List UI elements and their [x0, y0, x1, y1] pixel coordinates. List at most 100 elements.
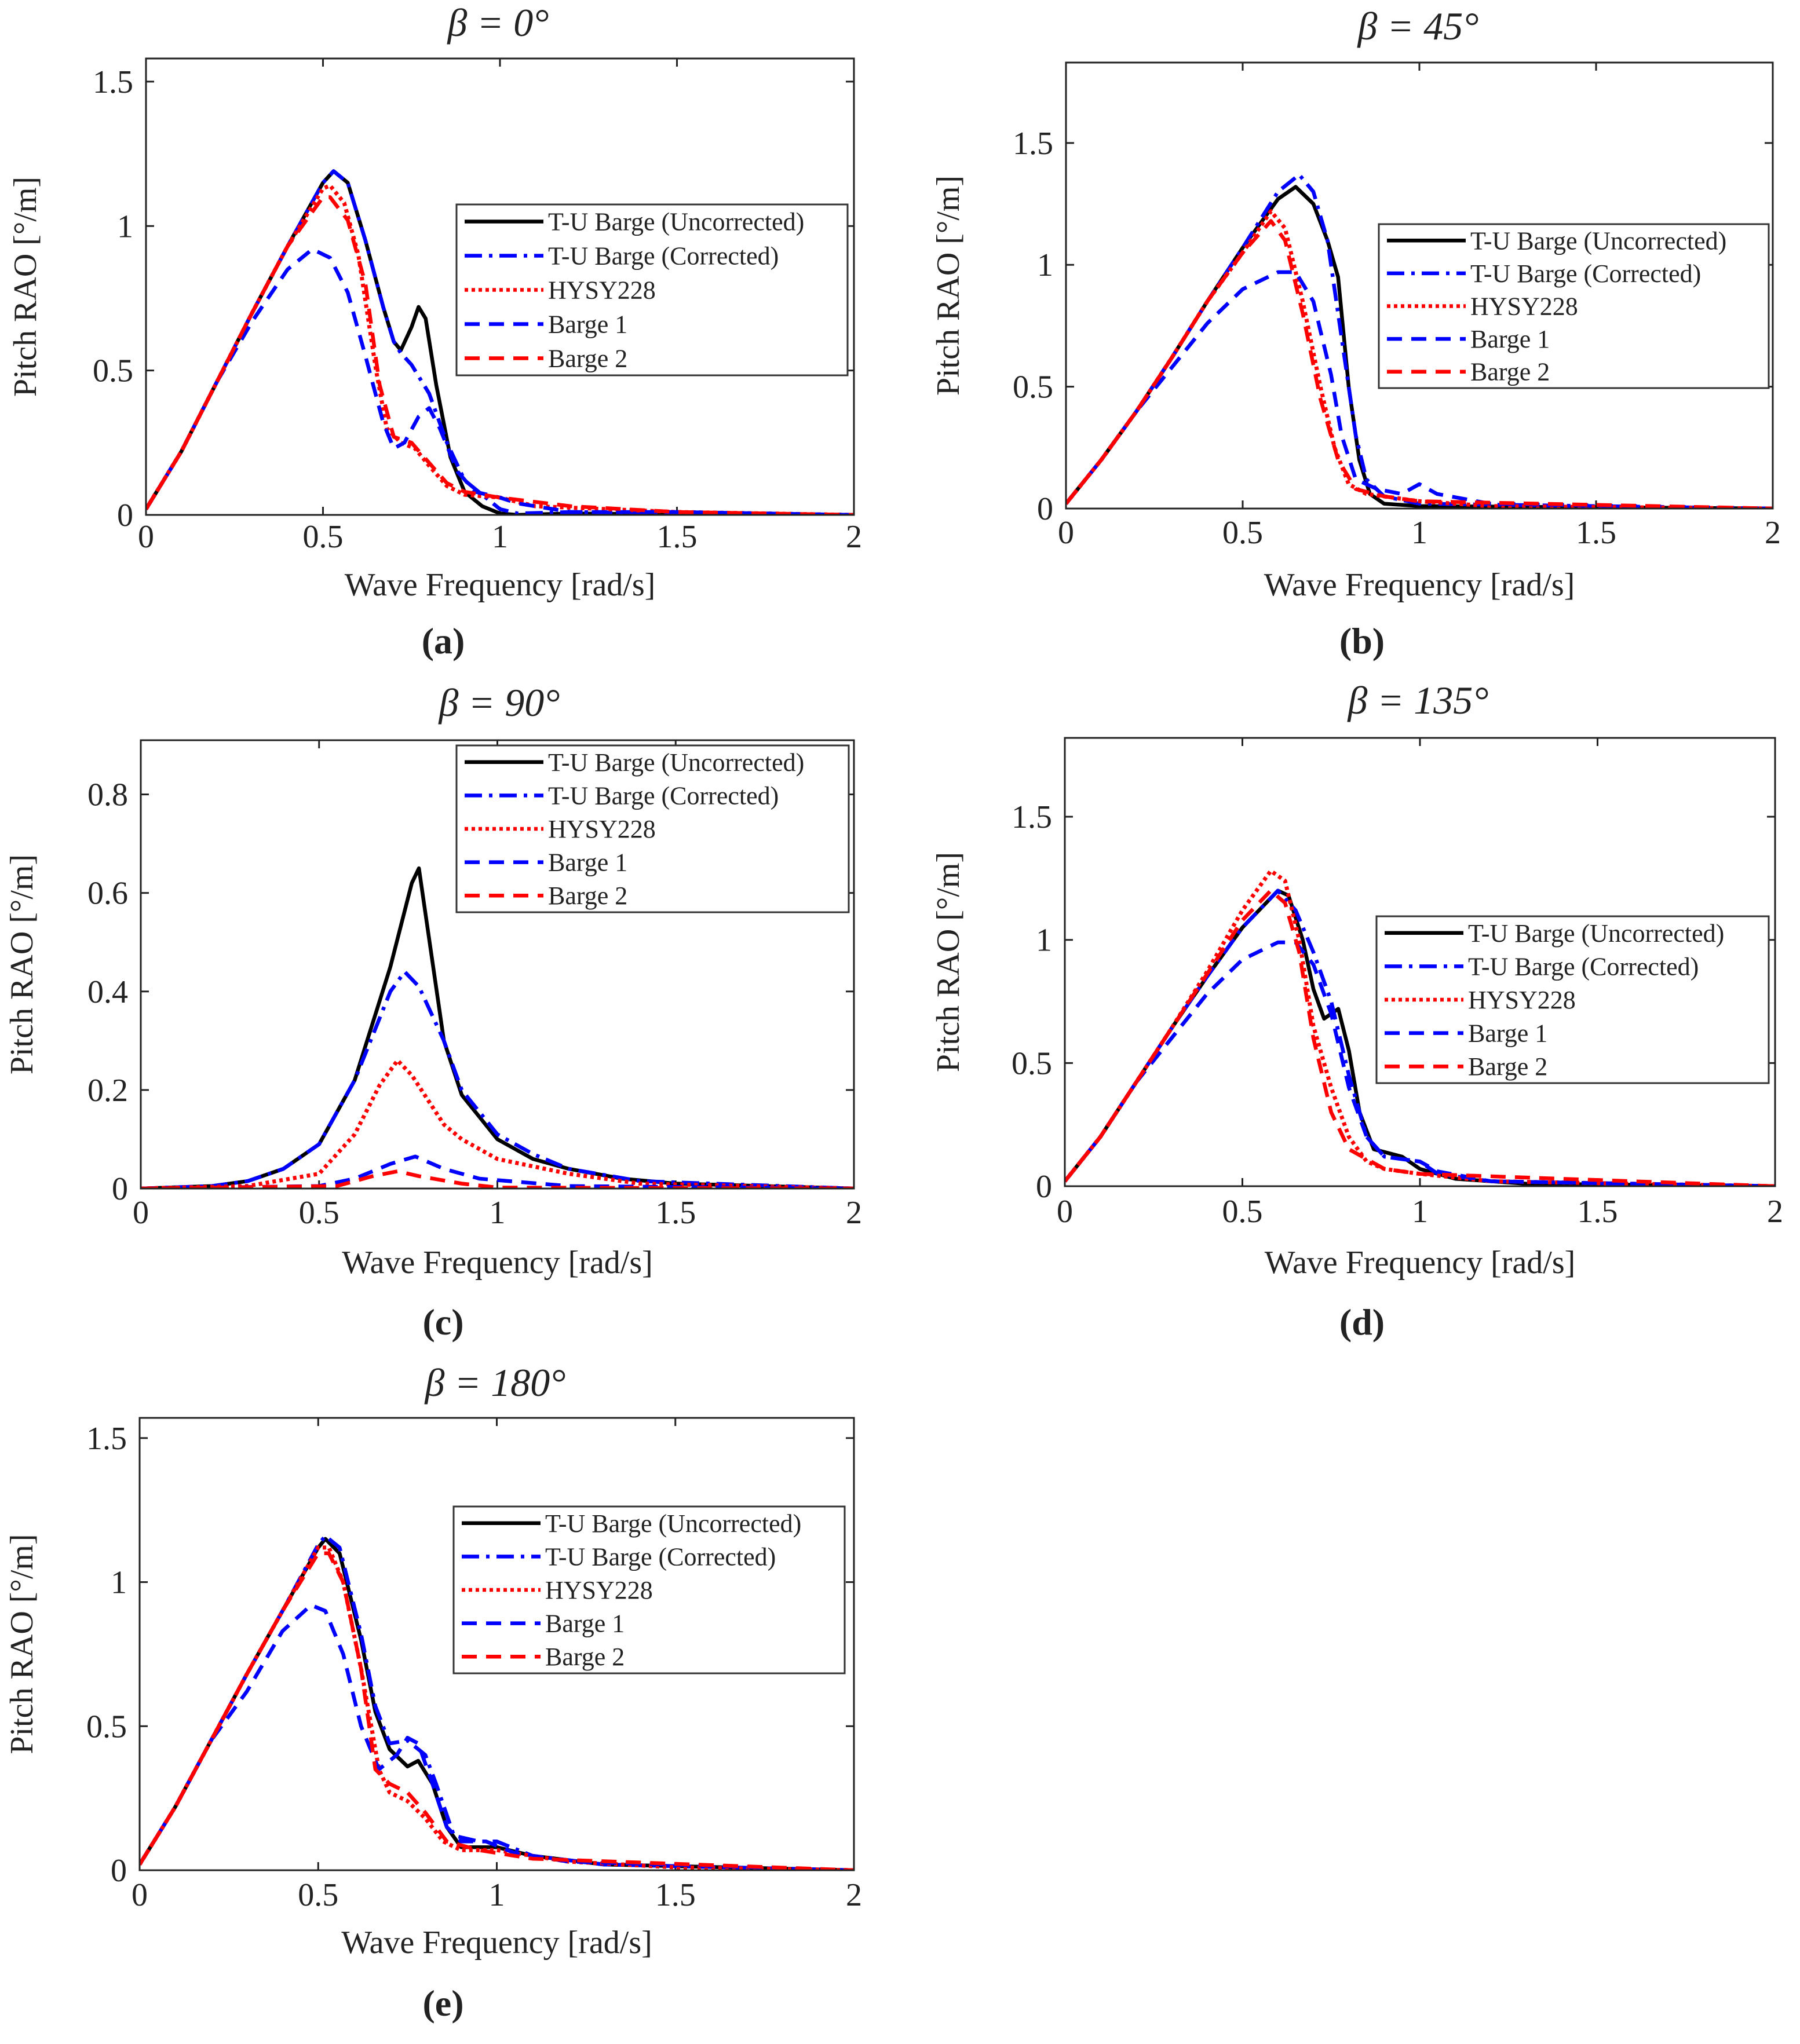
y-tick-label: 1: [1036, 923, 1052, 959]
x-tick-label: 2: [1767, 1194, 1783, 1230]
legend-label: T-U Barge (Uncorrected): [545, 1509, 801, 1538]
series-line-barge-2: [1066, 219, 1773, 509]
x-tick-label: 1.5: [1576, 515, 1616, 551]
legend-label: HYSY228: [1470, 292, 1578, 321]
x-axis-label: Wave Frequency [rad/s]: [1265, 1245, 1576, 1281]
y-axis-label: Pitch RAO [°/m]: [4, 854, 40, 1074]
axes-box: [140, 739, 855, 1190]
y-tick-label: 0.5: [1012, 1045, 1052, 1081]
y-tick-label: 1.5: [86, 1421, 127, 1457]
chart-title: β = 135°: [1347, 678, 1489, 722]
legend-label: T-U Barge (Corrected): [545, 1542, 776, 1571]
legend-label: HYSY228: [548, 276, 656, 305]
y-axis-label: Pitch RAO [°/m]: [8, 177, 43, 397]
legend: T-U Barge (Uncorrected) T-U Barge (Correc…: [455, 744, 850, 913]
y-axis-label: Pitch RAO [°/m]: [930, 852, 966, 1072]
legend-label: Barge 2: [548, 882, 627, 910]
x-tick-label: 1.5: [1578, 1194, 1618, 1230]
legend-label: Barge 2: [548, 345, 627, 373]
y-tick-label: 0: [111, 1853, 127, 1889]
y-tick-label: 0.5: [1013, 370, 1053, 405]
series-line-barge-1: [141, 1154, 854, 1189]
legend-label: HYSY228: [548, 815, 656, 843]
x-tick-label: 2: [1765, 515, 1781, 551]
panel-label: (d): [1339, 1301, 1385, 1343]
legend-label: T-U Barge (Uncorrected): [548, 208, 804, 236]
legend: T-U Barge (Uncorrected) T-U Barge (Correc…: [1375, 915, 1770, 1084]
chart-title: β = 45°: [1357, 4, 1479, 48]
x-tick-label: 0: [1058, 515, 1074, 551]
series-line-t-u-barge-corrected: [141, 970, 854, 1189]
y-tick-label: 0.8: [87, 777, 128, 813]
x-tick-label: 2: [846, 519, 862, 555]
legend-label: T-U Barge (Uncorrected): [548, 748, 804, 777]
series-line-t-u-barge-uncorrected: [140, 1537, 854, 1870]
legend-label: Barge 1: [1470, 325, 1550, 353]
x-tick-label: 0: [132, 1877, 148, 1913]
legend-label: T-U Barge (Uncorrected): [1470, 226, 1726, 255]
legend-label: HYSY228: [545, 1576, 653, 1604]
series-line-barge-2: [146, 195, 854, 515]
legend-label: T-U Barge (Corrected): [548, 781, 779, 810]
chart-panel-c: β = 90° 0 0.5 1 1.5 2 0 0.2 0.4 0.6 0.8 T-U Barge (…: [4, 681, 862, 1343]
chart-panel-b: β = 45° 0 0.5 1 1.5 2 0 0.5 1 1.5 T-U Barge (Uncor…: [930, 4, 1781, 661]
x-tick-label: 0.5: [303, 519, 344, 555]
axes-box: [138, 1417, 855, 1871]
y-tick-label: 0: [1036, 1169, 1052, 1205]
x-tick-label: 2: [846, 1877, 862, 1913]
series-group: [1066, 173, 1773, 509]
series-line-barge-1: [1065, 940, 1775, 1186]
panel-label: (b): [1339, 620, 1385, 661]
chart-panel-d: β = 135° 0 0.5 1 1.5 2 0 0.5 1 1.5 T-U Barge (Unco…: [930, 678, 1783, 1343]
y-tick-label: 0.4: [87, 974, 128, 1010]
panel-label: (a): [422, 620, 465, 661]
series-group: [141, 866, 854, 1189]
axes-box: [1065, 61, 1774, 510]
panel-label: (e): [422, 1983, 463, 2024]
chart-panel-e: β = 180° 0 0.5 1 1.5 2 0 0.5 1 1.5 T-U Barge (Unco…: [4, 1361, 862, 2024]
legend-label: Barge 2: [1470, 358, 1550, 386]
legend-label: T-U Barge (Corrected): [548, 242, 779, 270]
y-tick-label: 0: [112, 1171, 128, 1207]
chart-title: β = 180°: [424, 1361, 566, 1405]
legend-label: T-U Barge (Uncorrected): [1468, 919, 1724, 948]
series-line-hysy228: [140, 1545, 854, 1870]
x-tick-label: 0: [133, 1195, 149, 1231]
series-line-barge-2: [141, 1169, 854, 1189]
legend-label: Barge 2: [545, 1643, 625, 1671]
x-tick-label: 1.5: [657, 519, 698, 555]
legend: T-U Barge (Uncorrected) T-U Barge (Correc…: [1378, 223, 1770, 389]
legend: T-U Barge (Uncorrected) T-U Barge (Correc…: [455, 203, 849, 376]
x-tick-label: 0: [1057, 1194, 1073, 1230]
x-tick-label: 2: [846, 1195, 862, 1231]
y-tick-label: 0: [117, 498, 133, 533]
legend-label: T-U Barge (Corrected): [1470, 259, 1701, 288]
x-tick-label: 0.5: [1222, 1194, 1263, 1230]
x-tick-label: 0.5: [299, 1195, 339, 1231]
x-tick-label: 1: [1412, 1194, 1428, 1230]
axes-box: [1064, 737, 1776, 1187]
x-tick-label: 0: [138, 519, 154, 555]
x-tick-label: 1: [1411, 515, 1427, 551]
x-tick-label: 0.5: [1222, 515, 1263, 551]
series-line-hysy228: [146, 183, 854, 515]
series-line-t-u-barge-uncorrected: [141, 866, 854, 1189]
y-axis-label: Pitch RAO [°/m]: [930, 175, 966, 396]
series-line-t-u-barge-corrected: [140, 1534, 854, 1870]
legend-label: Barge 1: [548, 310, 627, 339]
y-tick-label: 0.2: [87, 1073, 128, 1109]
y-tick-label: 1.5: [1012, 799, 1052, 835]
legend-label: HYSY228: [1468, 986, 1576, 1014]
y-tick-label: 0.6: [87, 876, 128, 912]
y-tick-label: 0: [1037, 491, 1053, 527]
x-tick-label: 1: [490, 1195, 506, 1231]
y-tick-label: 1: [1037, 247, 1053, 283]
x-axis-label: Wave Frequency [rad/s]: [341, 1925, 652, 1961]
series-group: [140, 1534, 854, 1870]
x-axis-label: Wave Frequency [rad/s]: [345, 567, 656, 603]
x-tick-label: 1: [489, 1877, 505, 1913]
legend: T-U Barge (Uncorrected) T-U Barge (Correc…: [452, 1505, 846, 1674]
y-tick-label: 0.5: [86, 1709, 127, 1745]
series-line-barge-2: [1065, 888, 1775, 1186]
